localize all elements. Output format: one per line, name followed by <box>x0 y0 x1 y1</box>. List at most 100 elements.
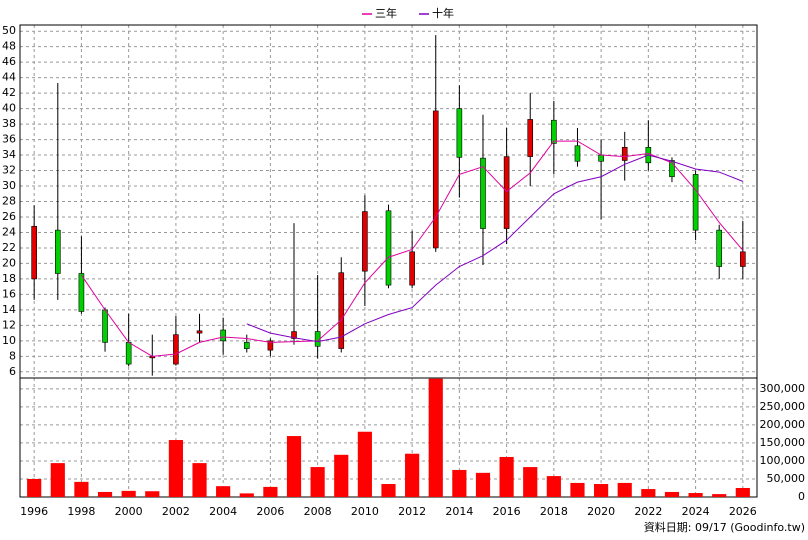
candle-body <box>362 211 368 272</box>
candle-body <box>432 110 439 249</box>
y-tick-label: 14 <box>2 303 16 316</box>
volume-bar <box>334 454 349 497</box>
candle-body <box>740 251 746 267</box>
candle-body <box>551 119 557 144</box>
volume-bar <box>216 486 231 497</box>
volume-bar <box>617 482 632 497</box>
volume-bar <box>192 463 207 497</box>
volume-bar <box>546 476 561 497</box>
candle-body <box>692 174 699 231</box>
y-tick-label: 24 <box>2 225 16 238</box>
y-tick-label: 22 <box>2 241 16 254</box>
volume-bar <box>121 490 136 497</box>
candle-body <box>338 272 345 349</box>
y-tick-label: 44 <box>2 71 16 84</box>
y-tick-label: 46 <box>2 55 16 68</box>
candle-body <box>291 331 297 339</box>
x-tick-label: 2014 <box>445 505 473 518</box>
candle-body <box>716 229 723 267</box>
volume-bar <box>145 491 160 497</box>
candle-body <box>598 154 604 162</box>
volume-bar <box>664 491 680 497</box>
volume-bar <box>688 493 703 497</box>
y2-tick-label: 200,000 <box>760 418 806 431</box>
y-tick-label: 50 <box>2 24 16 37</box>
x-tick-label: 2006 <box>256 505 284 518</box>
x-tick-label: 1998 <box>67 505 95 518</box>
y-tick-label: 38 <box>2 117 16 130</box>
y-tick-label: 28 <box>2 195 16 208</box>
x-tick-label: 2004 <box>209 505 237 518</box>
y-tick-label: 48 <box>2 40 16 53</box>
x-tick-label: 2020 <box>587 505 615 518</box>
candle-body <box>409 251 415 286</box>
volume-bar <box>594 484 609 497</box>
volume-bar <box>381 484 396 497</box>
x-tick-label: 2012 <box>398 505 426 518</box>
volume-bar <box>50 463 65 497</box>
y2-tick-label: 250,000 <box>760 400 806 413</box>
volume-bar <box>27 478 42 497</box>
y-tick-label: 42 <box>2 86 16 99</box>
candle-body <box>125 342 132 365</box>
candle-body <box>267 340 274 351</box>
y-tick-label: 34 <box>2 148 16 161</box>
candle-body <box>78 273 85 312</box>
y2-tick-label: 50,000 <box>767 472 806 485</box>
ma-line <box>81 140 744 357</box>
y-tick-label: 40 <box>2 102 16 115</box>
volume-bar <box>168 440 183 497</box>
candle-body <box>480 157 486 229</box>
x-tick-label: 2024 <box>682 505 710 518</box>
volume-bar <box>499 456 514 497</box>
y-tick-label: 32 <box>2 164 16 177</box>
volume-bar <box>97 491 113 497</box>
volume-bar <box>452 469 467 497</box>
volume-bar <box>570 482 585 497</box>
volume-bar <box>405 453 420 497</box>
x-tick-label: 2002 <box>162 505 190 518</box>
y2-tick-label: 0 <box>798 490 805 503</box>
volume-bar <box>523 467 538 497</box>
y-tick-label: 30 <box>2 179 16 192</box>
ma-line <box>246 154 744 343</box>
volume-bar <box>239 493 254 497</box>
y-tick-label: 10 <box>2 334 16 347</box>
candle-body <box>173 334 179 365</box>
candle-body <box>574 145 581 162</box>
candle-body <box>385 210 392 286</box>
candle-body <box>31 225 37 280</box>
x-tick-label: 1996 <box>20 505 48 518</box>
candle-body <box>621 147 628 161</box>
x-tick-label: 2010 <box>351 505 379 518</box>
candle-body <box>54 229 61 274</box>
footer: 資料日期: 09/17 (Goodinfo.tw) <box>644 520 805 534</box>
y2-tick-label: 150,000 <box>760 436 806 449</box>
x-tick-label: 2022 <box>634 505 662 518</box>
volume-bar <box>735 487 750 497</box>
y-tick-label: 18 <box>2 272 16 285</box>
volume-bar <box>263 486 278 497</box>
x-tick-label: 2008 <box>304 505 332 518</box>
y-tick-label: 12 <box>2 318 16 331</box>
candle-body <box>669 160 675 178</box>
legend-label: 三年 <box>375 6 397 20</box>
y-tick-label: 6 <box>9 365 16 378</box>
volume-bar <box>310 467 325 497</box>
volume-bar <box>712 494 727 497</box>
x-tick-label: 2018 <box>540 505 568 518</box>
candle-body <box>456 108 463 158</box>
candle-body <box>102 309 108 343</box>
candle-body <box>503 156 510 229</box>
y-tick-label: 16 <box>2 287 16 300</box>
x-tick-label: 2016 <box>493 505 521 518</box>
candle-body <box>196 330 203 334</box>
volume-bar <box>286 436 302 497</box>
volume-bar <box>74 481 89 497</box>
volume-bar <box>428 378 443 497</box>
y-tick-label: 36 <box>2 133 16 146</box>
y-tick-label: 20 <box>2 256 16 269</box>
candle-body <box>527 119 534 157</box>
legend-label: 十年 <box>432 6 454 20</box>
